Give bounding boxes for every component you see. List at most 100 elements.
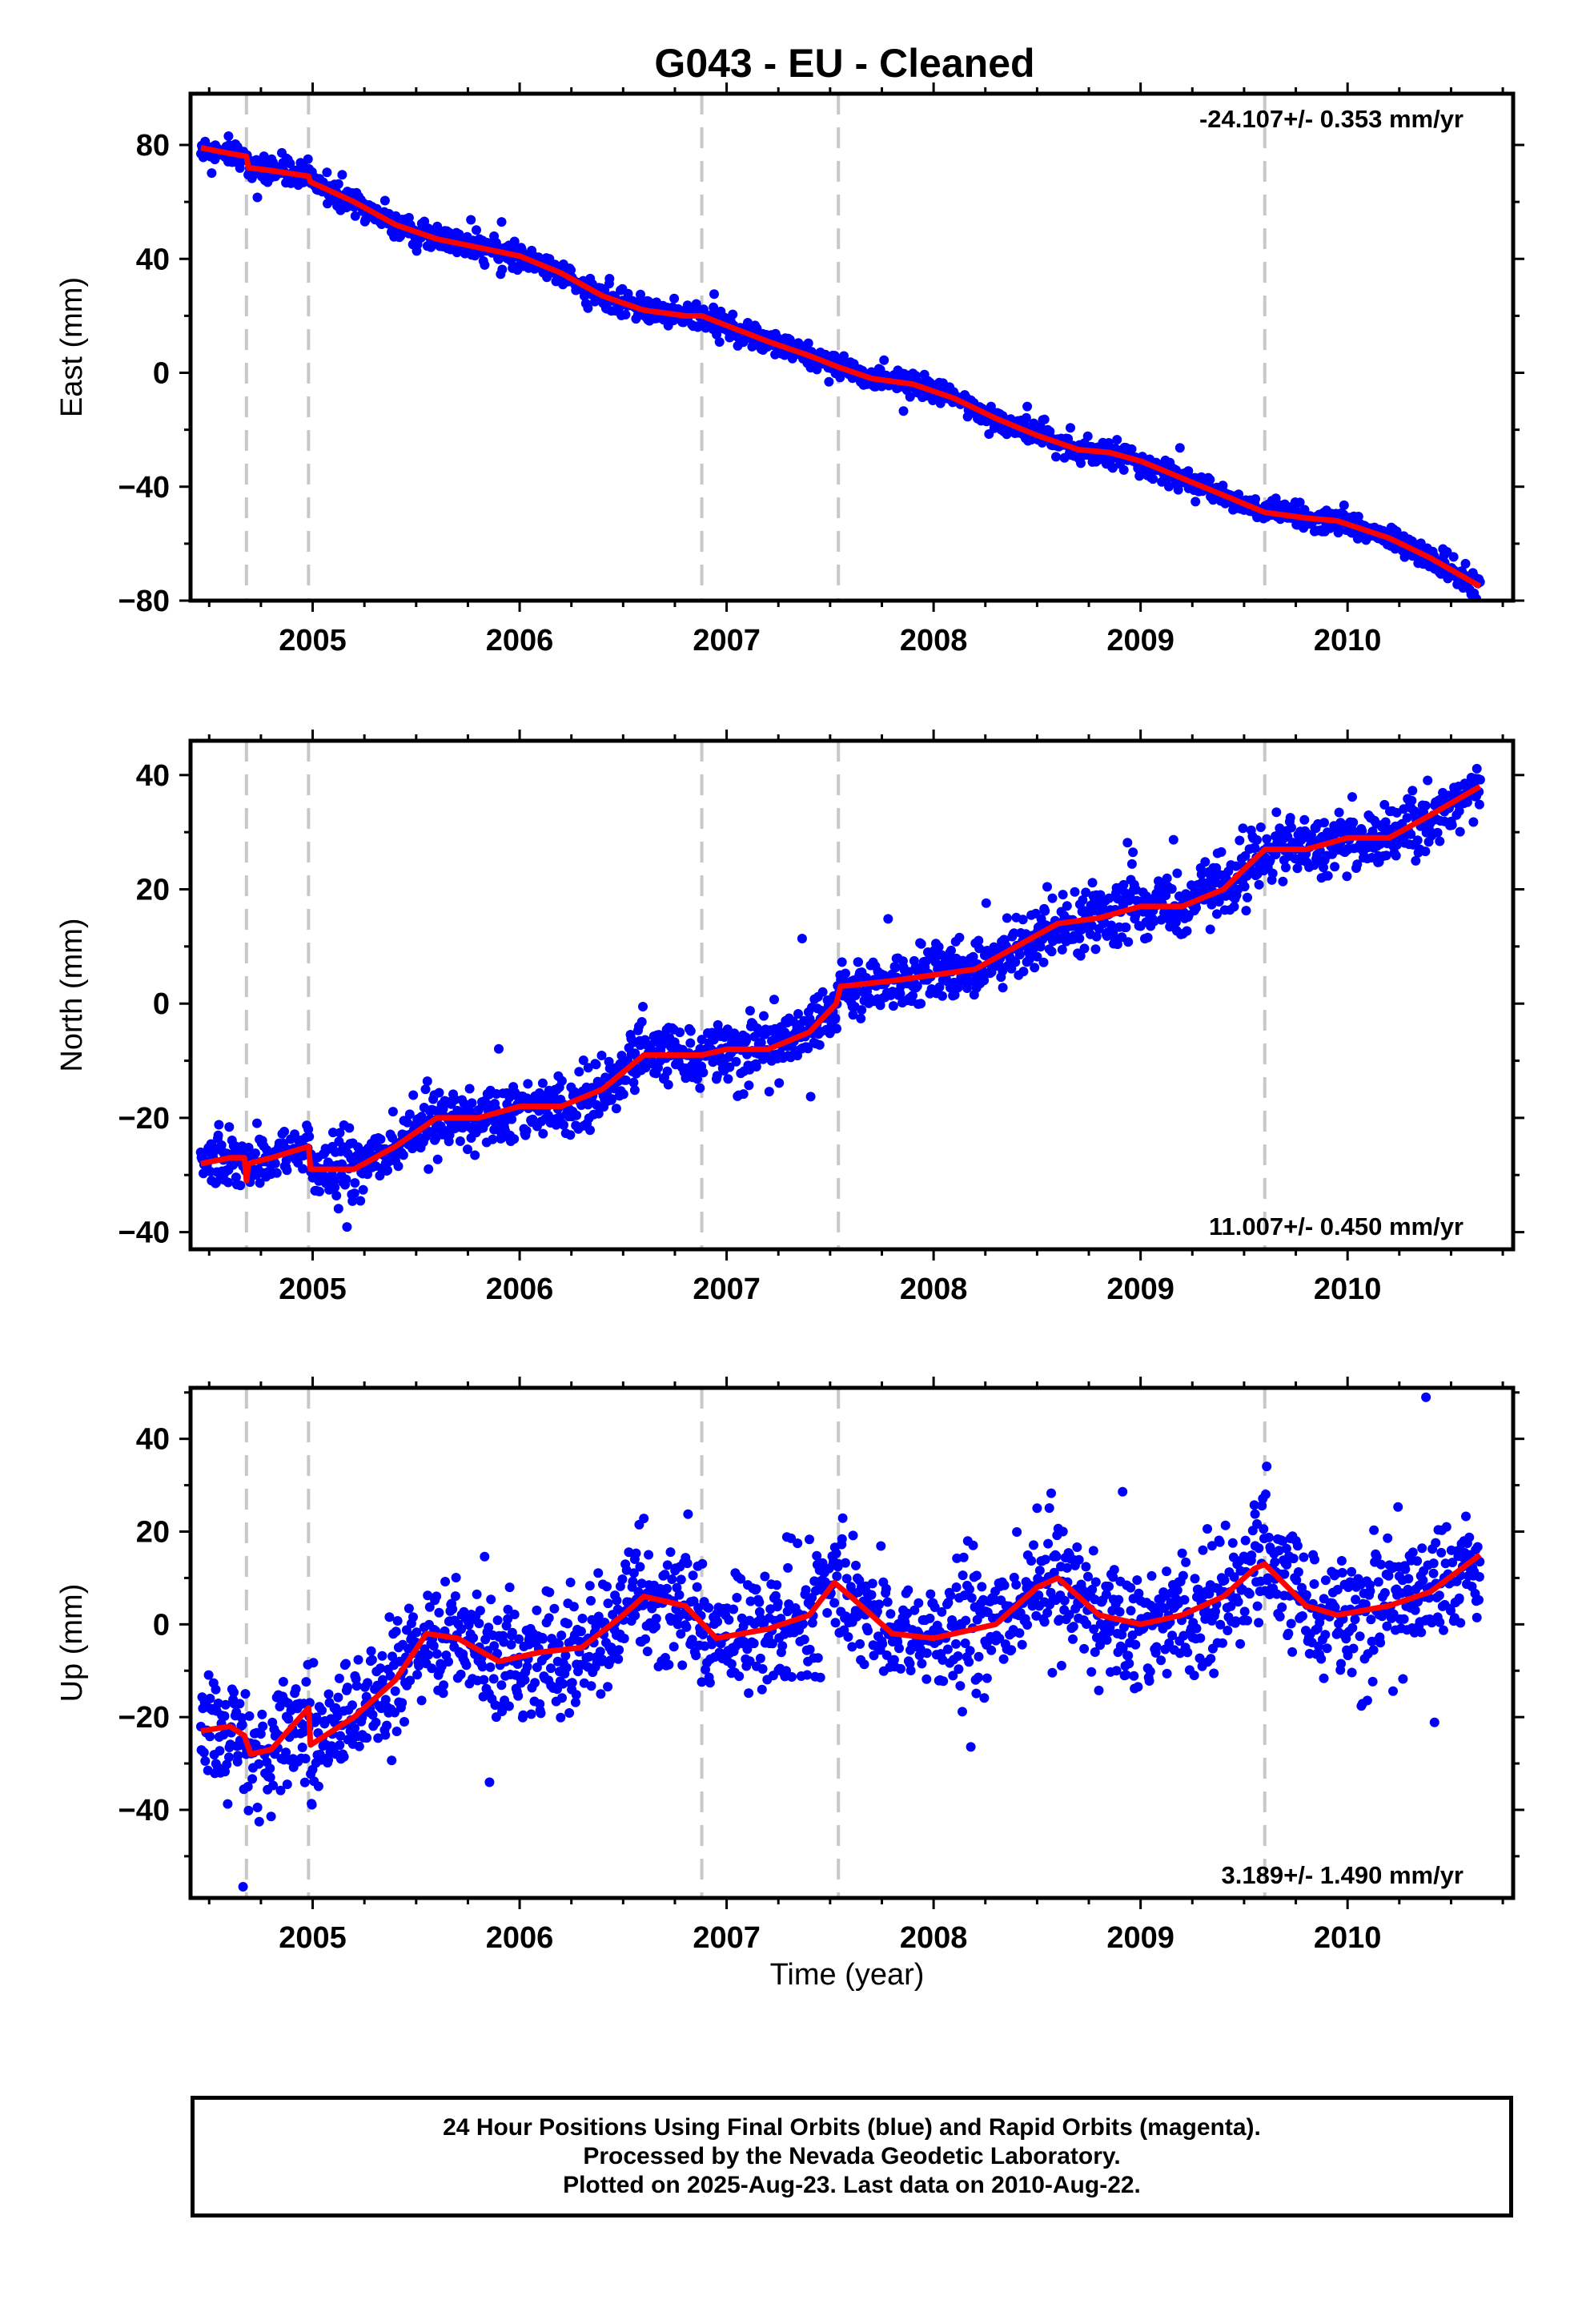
data-point bbox=[420, 216, 430, 227]
data-point bbox=[347, 1196, 358, 1206]
data-point bbox=[205, 1694, 215, 1703]
data-point bbox=[1122, 838, 1133, 848]
data-point bbox=[805, 1644, 815, 1655]
data-point bbox=[855, 1638, 865, 1649]
data-point bbox=[802, 1670, 813, 1680]
data-point bbox=[917, 1659, 927, 1669]
data-point bbox=[837, 957, 847, 967]
data-point bbox=[812, 1550, 822, 1561]
data-point bbox=[1412, 835, 1423, 846]
data-point bbox=[799, 1634, 809, 1645]
data-point bbox=[489, 1641, 500, 1651]
data-point bbox=[786, 1533, 797, 1543]
data-point bbox=[613, 1654, 624, 1664]
data-point bbox=[848, 1010, 858, 1020]
data-point bbox=[231, 1172, 241, 1183]
data-point bbox=[1442, 547, 1452, 557]
data-point bbox=[979, 975, 990, 986]
data-point bbox=[503, 1604, 513, 1614]
data-point bbox=[412, 1670, 423, 1680]
data-point bbox=[350, 211, 360, 221]
y-tick-label: −40 bbox=[118, 471, 170, 505]
data-point bbox=[1022, 401, 1033, 412]
data-point bbox=[1161, 891, 1171, 900]
data-point bbox=[1074, 1554, 1084, 1565]
data-point bbox=[307, 1799, 317, 1810]
data-point bbox=[681, 1622, 692, 1632]
data-point bbox=[464, 1084, 475, 1094]
data-point bbox=[797, 934, 807, 943]
data-point bbox=[408, 1612, 418, 1622]
data-point bbox=[1032, 951, 1042, 962]
data-point bbox=[813, 1653, 823, 1663]
data-point bbox=[1146, 1570, 1157, 1581]
data-point bbox=[353, 1655, 363, 1665]
data-point bbox=[223, 1799, 233, 1809]
data-point bbox=[921, 1674, 932, 1684]
data-point bbox=[916, 999, 926, 1009]
data-point bbox=[1002, 913, 1012, 923]
data-point bbox=[1014, 950, 1025, 960]
data-point bbox=[283, 1714, 294, 1724]
data-point bbox=[757, 1664, 768, 1674]
data-point bbox=[1121, 1670, 1131, 1680]
data-point bbox=[1406, 829, 1416, 839]
data-point bbox=[543, 1110, 553, 1120]
data-point bbox=[709, 302, 719, 312]
data-point bbox=[805, 1014, 815, 1024]
data-point bbox=[496, 217, 507, 227]
data-point bbox=[1423, 775, 1433, 786]
data-point bbox=[998, 983, 1008, 993]
data-point bbox=[523, 1079, 533, 1089]
data-point bbox=[311, 1712, 322, 1723]
data-point bbox=[1058, 890, 1068, 900]
data-point bbox=[428, 1641, 439, 1651]
data-point bbox=[1133, 1682, 1143, 1692]
data-point bbox=[714, 337, 725, 347]
data-point bbox=[705, 1678, 715, 1688]
data-point bbox=[238, 1882, 248, 1892]
data-point bbox=[1205, 924, 1215, 935]
data-point bbox=[450, 1591, 460, 1602]
data-point bbox=[977, 1582, 987, 1592]
data-point bbox=[404, 212, 414, 223]
data-point bbox=[712, 329, 722, 340]
data-point bbox=[801, 1585, 811, 1595]
data-point bbox=[1381, 850, 1391, 861]
data-point bbox=[665, 1547, 676, 1558]
data-point bbox=[628, 1576, 638, 1586]
data-point bbox=[837, 1513, 848, 1523]
data-point bbox=[848, 1530, 858, 1541]
data-point bbox=[629, 1085, 640, 1096]
data-point bbox=[423, 1590, 433, 1601]
data-point bbox=[1238, 823, 1248, 834]
data-point bbox=[781, 1666, 791, 1676]
data-point bbox=[638, 1002, 648, 1011]
data-point bbox=[1205, 474, 1215, 485]
data-point bbox=[1162, 873, 1172, 883]
data-point bbox=[424, 1164, 434, 1174]
data-point bbox=[876, 1541, 886, 1551]
data-point bbox=[424, 1650, 434, 1660]
data-point bbox=[308, 1658, 319, 1668]
data-point bbox=[1299, 814, 1310, 825]
data-point bbox=[1038, 957, 1049, 967]
data-point bbox=[966, 1593, 977, 1603]
data-point bbox=[1352, 859, 1363, 870]
data-point bbox=[1058, 1526, 1068, 1537]
data-point bbox=[1168, 834, 1178, 845]
data-point bbox=[1149, 916, 1159, 927]
data-point bbox=[390, 1686, 400, 1696]
data-point bbox=[662, 1560, 673, 1570]
data-point bbox=[651, 1622, 661, 1632]
data-point bbox=[832, 1571, 842, 1582]
data-point bbox=[955, 1681, 966, 1691]
data-point bbox=[774, 1078, 785, 1088]
data-point bbox=[497, 1707, 508, 1716]
data-point bbox=[1134, 1588, 1144, 1598]
data-point bbox=[628, 1568, 639, 1578]
data-point bbox=[514, 1634, 524, 1644]
data-point bbox=[341, 1174, 351, 1184]
data-point bbox=[255, 1178, 265, 1188]
